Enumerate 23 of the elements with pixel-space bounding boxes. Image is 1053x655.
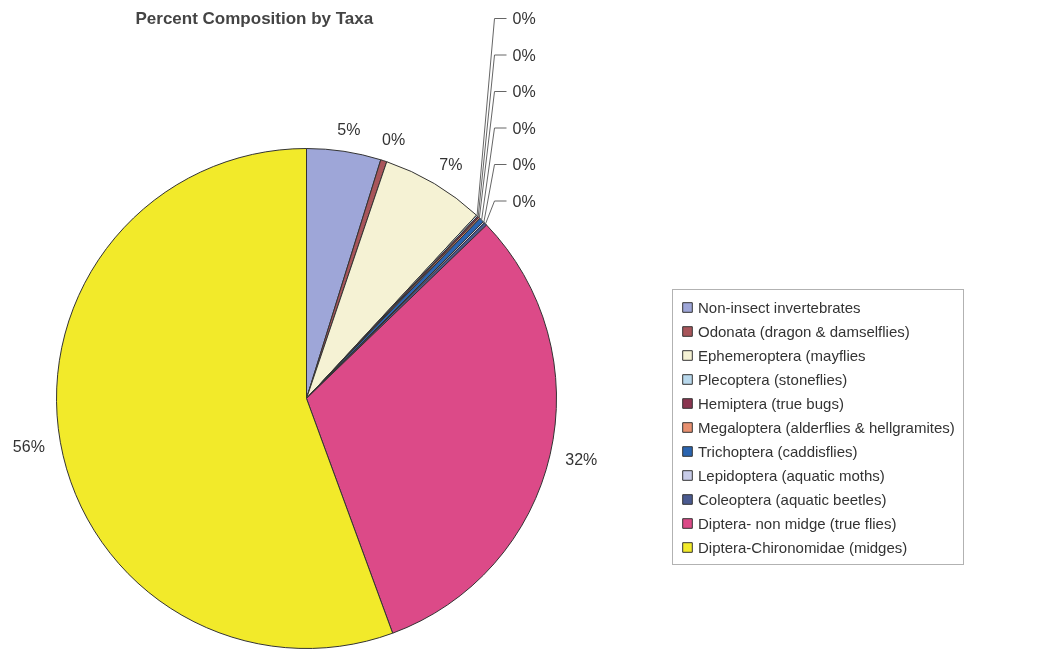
chart-title: Percent Composition by Taxa (135, 9, 374, 28)
legend-label: Diptera- non midge (true flies) (698, 514, 897, 532)
data-label: 56% (12, 437, 45, 455)
data-label: 7% (439, 156, 463, 174)
legend-label: Odonata (dragon & damselflies) (698, 322, 910, 340)
legend-label: Megaloptera (alderflies & hellgramites) (698, 418, 955, 436)
legend-label: Non-insect invertebrates (698, 298, 861, 316)
data-label: 0% (512, 192, 536, 210)
data-label: 32% (565, 451, 598, 468)
legend-label: Plecoptera (stoneflies) (698, 370, 848, 388)
data-label: 0% (512, 10, 536, 27)
legend-label: Lepidoptera (aquatic moths) (698, 466, 885, 484)
data-label: 0% (382, 131, 406, 149)
legend-label: Hemiptera (true bugs) (698, 394, 844, 412)
data-label: 0% (512, 46, 536, 64)
legend-label: Trichoptera (caddisflies) (698, 442, 858, 460)
legend-label: Coleoptera (aquatic beetles) (698, 490, 887, 508)
data-label: 0% (512, 156, 536, 173)
data-label: 0% (512, 119, 536, 137)
data-label: 0% (512, 83, 536, 100)
legend-label: Ephemeroptera (mayflies (698, 346, 866, 364)
data-label: 5% (337, 121, 361, 139)
legend-label: Diptera-Chironomidae (midges) (698, 538, 908, 556)
